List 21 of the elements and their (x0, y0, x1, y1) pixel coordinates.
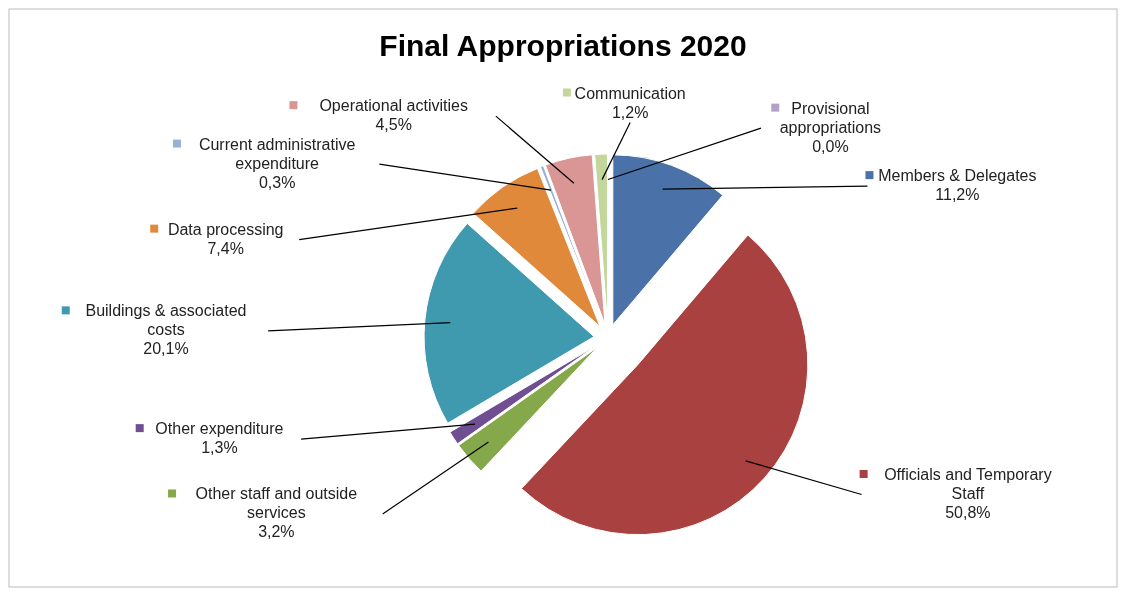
legend-label: Other expenditure (155, 420, 284, 438)
data-label: 0,3% (258, 173, 296, 191)
data-label: 11,2% (935, 186, 980, 204)
legend-label: Provisional appropriations (779, 99, 882, 136)
chart-title: Final Appropriations 2020 (379, 29, 747, 62)
text: 0,0% (812, 137, 849, 155)
data-label: 1,2% (611, 103, 649, 121)
legend-label: Members & Delegates (878, 167, 1037, 185)
legend-label: Officials and Temporary Staff (884, 466, 1052, 503)
data-label: 50,8% (945, 504, 991, 522)
legend-label: Other staff and outside services (195, 485, 358, 522)
legend-label: Operational activities (319, 97, 468, 115)
data-label: 20,1% (143, 340, 189, 358)
legend-label: Communication (574, 84, 686, 102)
data-label: 7,4% (207, 239, 244, 257)
data-label: 4,5% (375, 116, 412, 134)
data-label: 3,2% (258, 523, 295, 541)
data-label: 1,3% (201, 439, 238, 457)
legend-label: Data processing (167, 220, 284, 238)
legend-label: Current administrative expenditure (198, 135, 356, 172)
legend-label: Buildings & associated costs (85, 302, 247, 339)
